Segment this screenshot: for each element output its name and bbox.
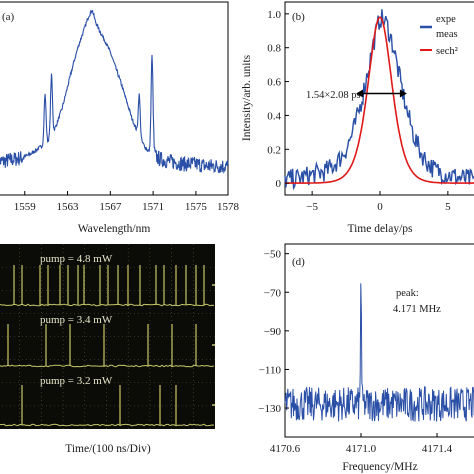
- osc-trace-label-3: pump = 3.2 mW: [40, 375, 113, 387]
- panel-b-xticks: −5 0 5: [306, 191, 451, 213]
- xtick-label: 1571: [142, 201, 164, 213]
- panel-b-ylabel: Intensity/arb. units: [241, 54, 253, 141]
- osc-baseline: [0, 423, 215, 427]
- ytick-label: −90: [264, 326, 282, 338]
- xtick-label: 1563: [57, 201, 80, 213]
- xtick-label: 4171.4: [422, 443, 453, 455]
- panel-a-xticks: 1559 1563 1567 1571 1575 1578: [14, 191, 240, 213]
- ytick-label: 1.0: [267, 9, 281, 21]
- panel-b-yticks: 0 0.2 0.4 0.6 0.8 1.0: [267, 9, 289, 190]
- xtick-label: −5: [306, 201, 318, 213]
- panel-b-xlabel: Time delay/ps: [347, 223, 413, 235]
- xtick-label: 1567: [99, 201, 122, 213]
- panel-b-label: (b): [292, 11, 305, 23]
- panel-c: pump = 4.8 mW pump = 3.4 mW pump = 3.2 m…: [0, 244, 215, 455]
- panel-d-label: (d): [292, 256, 305, 268]
- panel-b: (b) −5 0 5 00.20.40.60.81.0 Time delay/ps …: [241, 1, 474, 235]
- panel-d-xticks: 4170.6 4171.0 4171.4: [270, 433, 453, 455]
- panel-a-frame: [0, 1, 229, 196]
- panel-d-plot: [284, 283, 474, 422]
- panel-d-xlabel: Frequency/MHz: [342, 461, 417, 473]
- panel-d-yticks: −50 −70 −90 −110 −130: [258, 249, 289, 415]
- panel-a-label: (a): [2, 11, 15, 23]
- panel-b-plot: [284, 9, 474, 191]
- panel-b-fwhm-arrow: [356, 89, 407, 98]
- legend-measured-line2: meas: [436, 29, 458, 40]
- xtick-label: 5: [445, 201, 451, 213]
- osc-trace-label-1: pump = 4.8 mW: [40, 253, 113, 265]
- ytick-label: 0.6: [267, 77, 281, 89]
- xtick-label: 4170.6: [270, 443, 301, 455]
- panel-c-xlabel: Time/(100 ns/Div): [65, 443, 151, 455]
- panel-d-frame: [284, 243, 474, 438]
- spectrum-trace: [0, 9, 229, 175]
- osc-traces: [0, 265, 215, 427]
- ytick-label: 0: [276, 178, 282, 190]
- xtick-label: 1575: [185, 201, 208, 213]
- ytick-label: 0.8: [267, 43, 281, 55]
- ytick-label: −130: [258, 403, 281, 415]
- xtick-label: 0: [377, 201, 383, 213]
- osc-baseline: [0, 303, 215, 307]
- fwhm-arrow-head-right: [399, 89, 407, 98]
- xtick-label: 1578: [217, 201, 240, 213]
- panel-b-legend: expe meas sech²: [420, 14, 458, 57]
- osc-baseline: [0, 364, 215, 368]
- ytick-label: −70: [264, 287, 282, 299]
- rf-spectrum-trace: [284, 283, 474, 422]
- fwhm-arrow-head-left: [356, 89, 364, 98]
- measured-trace: [284, 9, 474, 191]
- xtick-label: 1559: [14, 201, 37, 213]
- legend-measured-line1: expe: [436, 14, 456, 25]
- panel-d: (d) 4170.6 4171.0 4171.4 −50 −70 −90 −110 −130…: [258, 243, 474, 473]
- panel-d-peak-label-1: peak:: [396, 288, 419, 299]
- panel-a: (a) 1559 1563 1567 1571 1575 1578 Wavelength/…: [0, 1, 240, 235]
- xtick-label: 4171.0: [346, 443, 377, 455]
- sech2-fit-curve: [285, 16, 474, 184]
- ytick-label: 0.2: [267, 144, 281, 156]
- legend-fit-label: sech²: [436, 46, 458, 57]
- panel-a-xlabel: Wavelength/nm: [78, 223, 151, 235]
- ytick-label: −110: [259, 364, 282, 376]
- ytick-label: −50: [264, 249, 282, 261]
- panel-a-plot: [0, 9, 229, 175]
- osc-trace-label-2: pump = 3.4 mW: [40, 314, 113, 326]
- ytick-label: 0.4: [267, 110, 281, 122]
- panel-d-peak-label-2: 4.171 MHz: [393, 304, 441, 315]
- panel-b-fwhm-label: 1.54×2.08 ps: [306, 90, 361, 101]
